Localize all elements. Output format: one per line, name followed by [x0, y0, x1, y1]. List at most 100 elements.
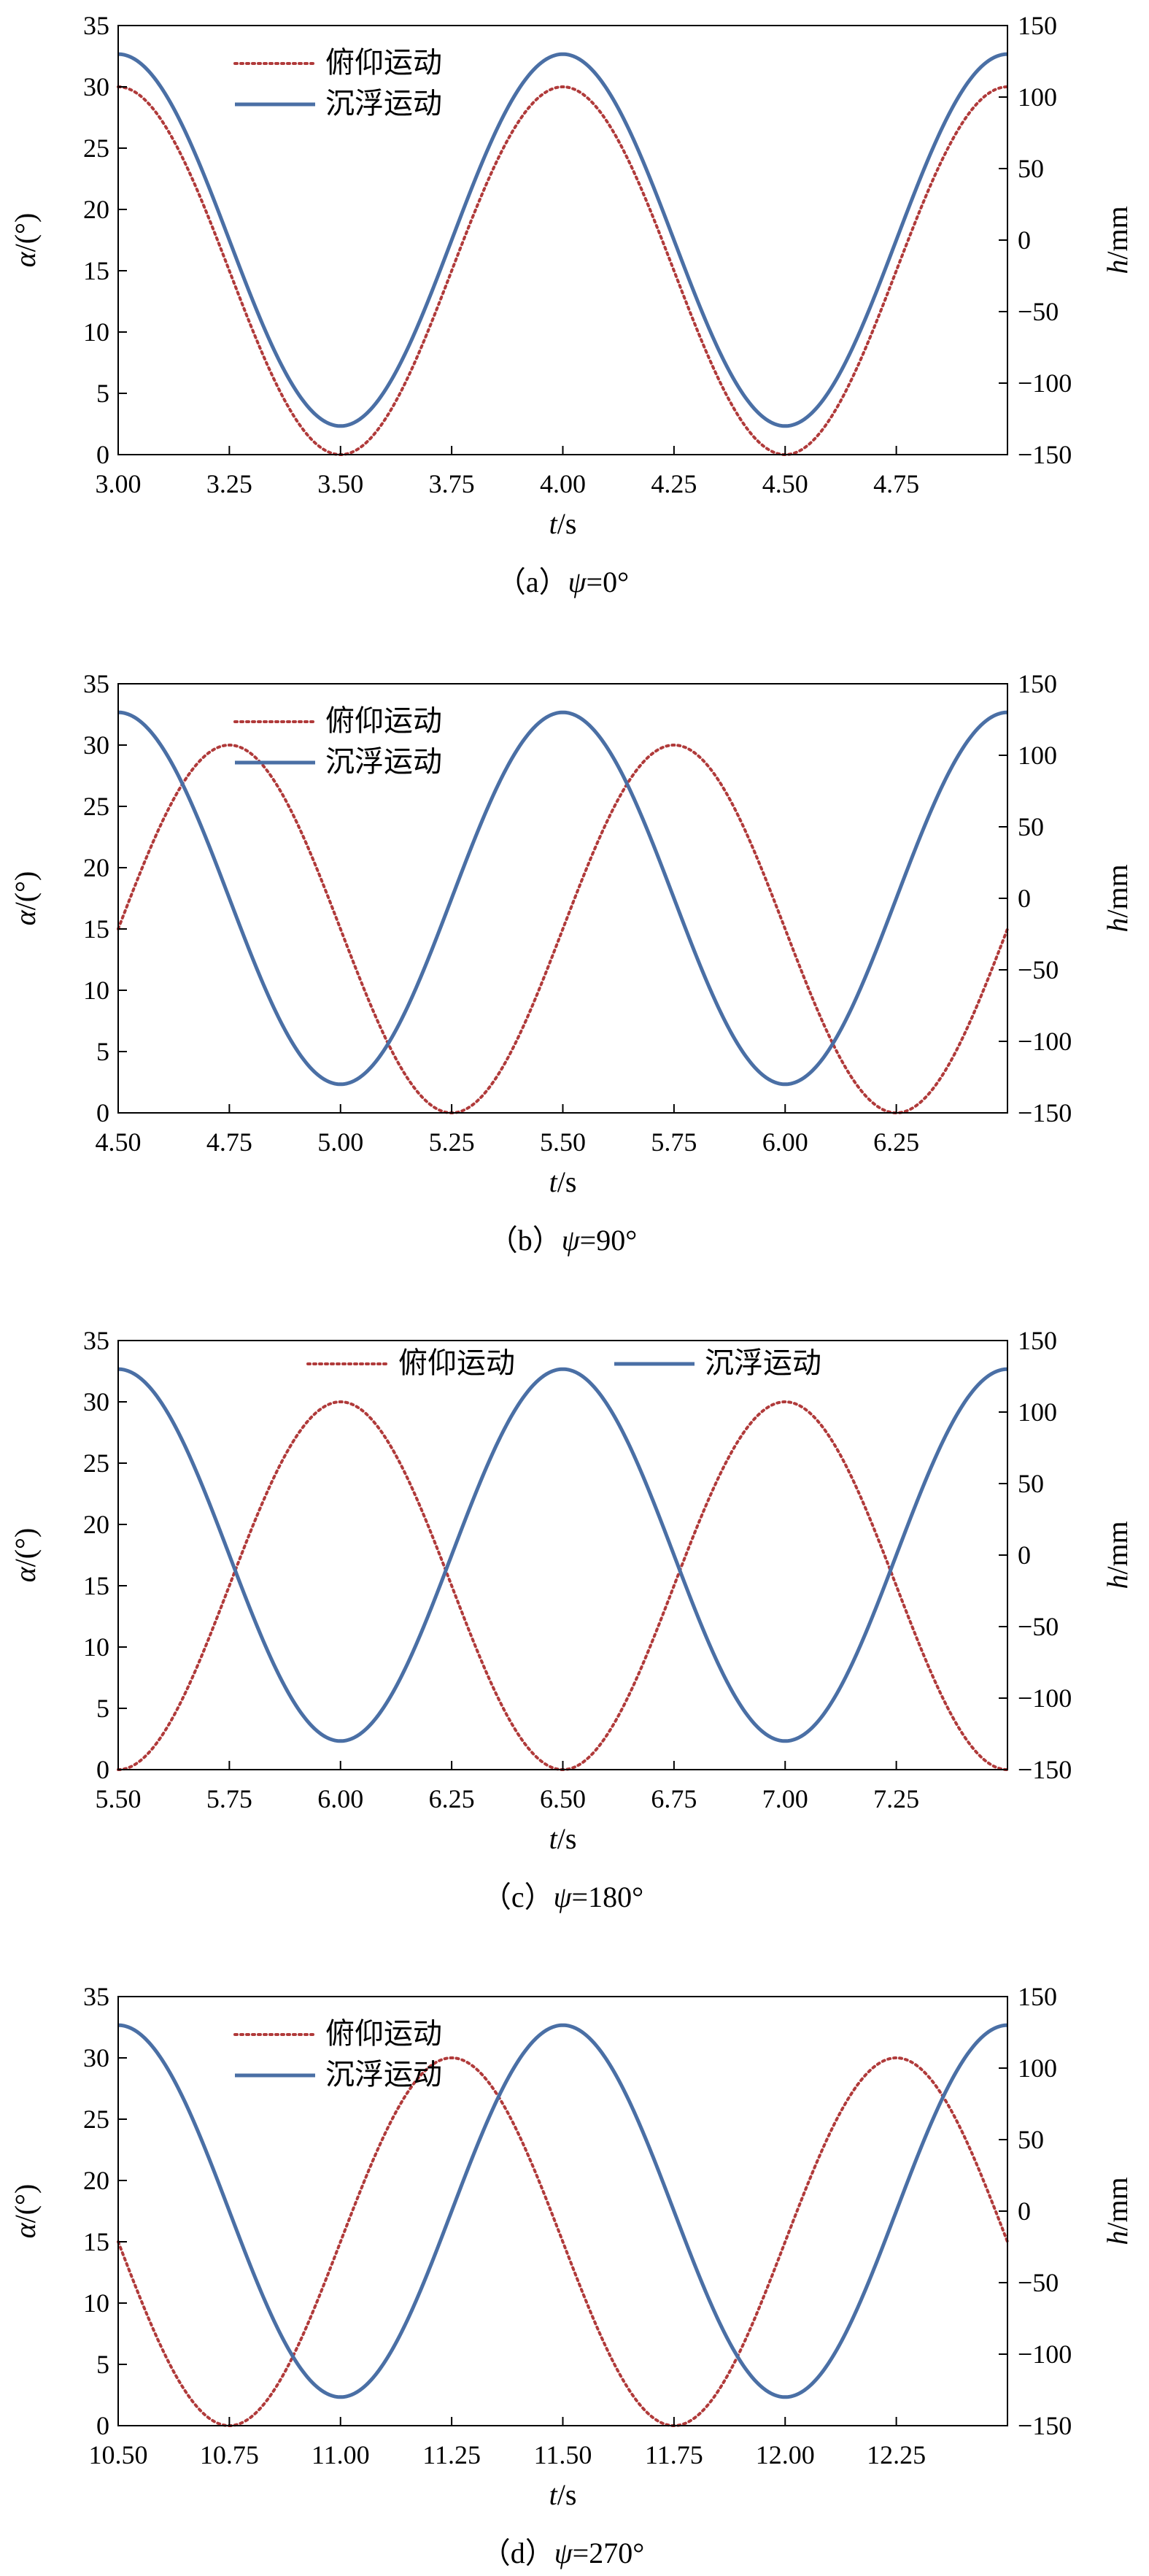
- x-tick-label: 3.75: [429, 469, 475, 498]
- y-right-tick-label: −50: [1018, 1612, 1059, 1641]
- caption-value: =90°: [580, 1224, 638, 1257]
- y-left-tick-label: 0: [96, 440, 109, 469]
- y-left-tick-label: 15: [83, 914, 109, 944]
- legend: 俯仰运动沉浮运动: [306, 1346, 821, 1379]
- y-left-tick-label: 0: [96, 1098, 109, 1127]
- y-right-tick-label: −50: [1018, 955, 1059, 984]
- legend-label-pitch: 俯仰运动: [325, 704, 442, 737]
- y-left-tick-label: 30: [83, 72, 109, 101]
- y-left-axis-var: α: [9, 251, 42, 267]
- x-tick-label: 10.50: [89, 2440, 148, 2469]
- y-left-tick-label: 20: [83, 195, 109, 224]
- y-right-axis-unit: /mm: [1101, 2177, 1134, 2230]
- series-line-pitch: [117, 85, 1009, 457]
- caption-value: =0°: [587, 566, 630, 598]
- x-tick-label: 6.75: [651, 1784, 697, 1813]
- y-left-axis-var: α: [9, 1566, 42, 1582]
- series-line-pitch: [117, 1400, 1009, 1772]
- x-axis-label: t/s: [549, 1822, 577, 1855]
- x-axis-unit: /s: [557, 507, 577, 540]
- y-left-axis-var: α: [9, 2222, 42, 2238]
- x-tick-label: 6.00: [762, 1127, 808, 1157]
- y-left-tick-label: 10: [83, 976, 109, 1005]
- x-tick-label: 5.50: [96, 1784, 142, 1813]
- x-axis-var: t: [549, 1822, 558, 1855]
- y-right-axis-var: h: [1101, 1575, 1134, 1589]
- y-right-tick-label: 100: [1018, 82, 1057, 112]
- x-tick-label: 10.75: [200, 2440, 259, 2469]
- y-left-axis-label: α/(°): [9, 1528, 42, 1583]
- y-left-axis-unit: /(°): [9, 2184, 42, 2224]
- y-right-tick-label: 150: [1018, 1982, 1057, 2011]
- x-tick-label: 6.25: [429, 1784, 475, 1813]
- y-left-tick-label: 35: [83, 669, 109, 698]
- x-axis-unit: /s: [557, 1822, 577, 1855]
- y-left-axis-label: α/(°): [9, 2184, 42, 2239]
- legend-label-pitch: 俯仰运动: [325, 46, 442, 79]
- x-tick-label: 4.75: [873, 469, 919, 498]
- caption-var: ψ: [568, 566, 587, 598]
- y-left-tick-label: 30: [83, 1387, 109, 1416]
- x-tick-label: 11.00: [312, 2440, 370, 2469]
- panel-caption: （b）ψ=90°: [489, 1224, 637, 1257]
- y-left-tick-label: 20: [83, 1510, 109, 1539]
- y-left-tick-label: 35: [83, 1982, 109, 2011]
- x-tick-label: 5.25: [429, 1127, 475, 1157]
- y-left-tick-label: 25: [83, 1449, 109, 1478]
- plot-frame: [117, 25, 1008, 455]
- plot-frame: [117, 683, 1008, 1114]
- legend-label-heave: 沉浮运动: [325, 745, 442, 778]
- y-right-axis-label: h/mm: [1101, 206, 1134, 274]
- series-line-heave: [117, 52, 1008, 428]
- series-line-pitch: [117, 2056, 1009, 2428]
- y-left-tick-label: 35: [83, 11, 109, 40]
- y-right-tick-label: 0: [1018, 884, 1031, 913]
- x-axis-var: t: [549, 1165, 558, 1198]
- y-left-axis-unit: /(°): [9, 871, 42, 911]
- y-right-tick-label: 50: [1018, 812, 1044, 841]
- x-tick-label: 3.50: [317, 469, 363, 498]
- y-left-axis-label: α/(°): [9, 213, 42, 268]
- x-tick-label: 3.25: [206, 469, 252, 498]
- x-tick-label: 4.50: [96, 1127, 142, 1157]
- y-left-tick-label: 5: [96, 2350, 109, 2379]
- y-left-tick-label: 0: [96, 1755, 109, 1784]
- y-left-tick-label: 15: [83, 1571, 109, 1600]
- x-tick-label: 5.75: [206, 1784, 252, 1813]
- y-left-axis-unit: /(°): [9, 213, 42, 252]
- x-tick-label: 4.00: [540, 469, 586, 498]
- x-tick-label: 7.25: [873, 1784, 919, 1813]
- plot-frame: [117, 1996, 1008, 2426]
- y-right-axis-var: h: [1101, 2231, 1134, 2245]
- y-right-tick-label: −100: [1018, 2340, 1072, 2369]
- y-left-tick-label: 20: [83, 2166, 109, 2195]
- y-left-tick-label: 0: [96, 2411, 109, 2440]
- x-tick-label: 11.50: [534, 2440, 592, 2469]
- y-right-axis-var: h: [1101, 918, 1134, 933]
- caption-var: ψ: [554, 2537, 573, 2569]
- x-tick-label: 7.00: [762, 1784, 808, 1813]
- caption-var: ψ: [562, 1224, 581, 1257]
- y-right-axis-label: h/mm: [1101, 864, 1134, 932]
- legend-label-heave: 沉浮运动: [705, 1346, 821, 1379]
- series-line-pitch: [117, 743, 1009, 1115]
- y-left-tick-label: 20: [83, 853, 109, 882]
- x-axis-label: t/s: [549, 2478, 577, 2511]
- y-left-tick-label: 25: [83, 2105, 109, 2134]
- y-right-tick-label: 0: [1018, 1540, 1031, 1570]
- x-tick-label: 5.00: [317, 1127, 363, 1157]
- y-right-tick-label: −50: [1018, 297, 1059, 326]
- x-tick-label: 11.75: [645, 2440, 703, 2469]
- y-right-tick-label: −100: [1018, 1684, 1072, 1713]
- y-right-axis-label: h/mm: [1101, 2177, 1134, 2245]
- y-right-tick-label: 100: [1018, 2054, 1057, 2083]
- y-right-tick-label: −150: [1018, 2411, 1072, 2440]
- caption-prefix: （a）: [497, 566, 568, 598]
- y-right-tick-label: −100: [1018, 369, 1072, 398]
- x-tick-label: 12.00: [756, 2440, 815, 2469]
- y-right-tick-label: 0: [1018, 225, 1031, 255]
- series-line-heave: [117, 710, 1008, 1087]
